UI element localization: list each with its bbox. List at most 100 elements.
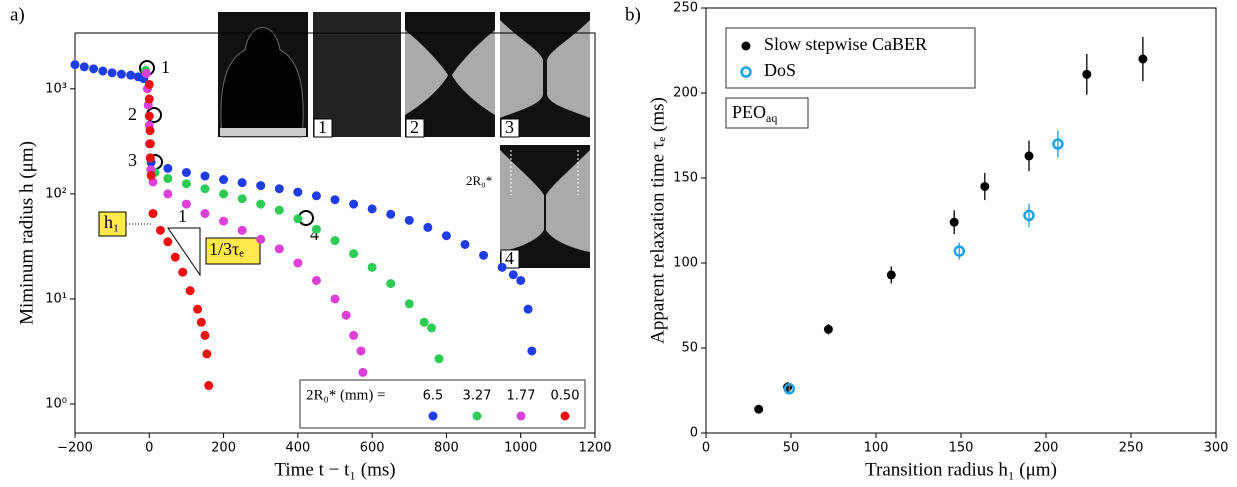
data-point — [293, 258, 303, 268]
data-point — [107, 68, 117, 78]
y-tick-label: 0 — [690, 426, 698, 441]
data-point — [145, 153, 155, 163]
data-point — [155, 225, 165, 235]
inset-shape — [220, 27, 304, 138]
inset-label: 4 — [505, 248, 514, 268]
data-point — [144, 79, 154, 89]
data-point — [949, 217, 959, 227]
data-point — [144, 111, 154, 121]
legend-marker — [428, 411, 438, 421]
data-point — [193, 304, 203, 314]
data-point — [419, 317, 429, 327]
plot-frame — [74, 32, 596, 434]
x-tick-label: 400 — [285, 441, 310, 456]
data-point — [1023, 209, 1035, 222]
data-point — [178, 267, 188, 277]
data-point — [1138, 54, 1148, 64]
data-point — [980, 182, 990, 191]
inset-shape — [500, 145, 590, 268]
point-label: 4 — [310, 224, 319, 244]
data-point — [196, 317, 206, 327]
legend-label: 3.27 — [463, 389, 492, 404]
h-label: h₁ — [104, 212, 119, 232]
data-point — [89, 64, 99, 74]
data-point — [953, 245, 966, 257]
legend-marker — [560, 411, 570, 421]
y-tick-label: 10³ — [45, 81, 67, 96]
x-tick-label: 1200 — [578, 441, 611, 456]
data-point — [98, 66, 108, 76]
inset-label-box — [405, 118, 425, 138]
data-point — [783, 383, 796, 395]
data-point — [219, 175, 229, 185]
data-point — [148, 209, 158, 219]
data-point — [404, 299, 414, 309]
data-point — [293, 187, 303, 197]
data-point — [237, 225, 247, 235]
data-point — [274, 205, 284, 215]
slope-run: 1 — [178, 206, 187, 226]
data-point — [1052, 138, 1064, 150]
legend-label: Slow stepwise CaBER — [764, 34, 927, 54]
x-tick-label: 0 — [702, 441, 710, 456]
x-tick-label: 250 — [1119, 441, 1144, 456]
data-point — [460, 239, 470, 249]
data-point — [141, 68, 151, 78]
legend-marker — [741, 41, 751, 51]
data-point — [523, 304, 533, 314]
data-point — [200, 184, 210, 194]
annotations: 1 2 3 4 h₁ 1 1/3τₑ — [98, 57, 319, 277]
legend-box — [725, 27, 976, 89]
data-point — [163, 163, 173, 173]
data-point — [256, 234, 266, 244]
data-point — [527, 346, 537, 356]
inset-label-box — [500, 118, 520, 138]
slope-triangle — [167, 227, 201, 277]
data-point — [200, 330, 210, 340]
data-point — [200, 209, 210, 219]
data-point — [386, 209, 396, 219]
x-tick-label: 150 — [949, 441, 974, 456]
inset-width-label: 2R₀* — [466, 173, 492, 188]
legend-marker — [740, 66, 752, 78]
y-tick-label: 10⁰ — [45, 397, 67, 412]
x-tick-label: 0 — [145, 441, 153, 456]
y-tick-label: 100 — [673, 256, 698, 271]
data-point — [508, 270, 518, 280]
data-point — [330, 236, 340, 246]
x-axis-label: Transition radius h₁ (μm) — [865, 459, 1057, 480]
inset-label: 3 — [505, 117, 514, 137]
data-point — [185, 286, 195, 296]
x-tick-label: 200 — [211, 441, 236, 456]
data-point — [311, 275, 321, 285]
legend-marker — [516, 411, 526, 421]
data-point — [441, 231, 451, 241]
data-point — [170, 252, 180, 262]
data-point — [330, 294, 340, 304]
slope-label-box — [205, 237, 261, 265]
data-point — [219, 189, 229, 199]
data-point — [256, 181, 266, 191]
data-point — [330, 195, 340, 205]
legend-label: 1.77 — [507, 389, 536, 404]
data-point — [497, 262, 507, 272]
plot-frame — [705, 7, 1217, 434]
data-point — [163, 174, 173, 184]
legend-label: 0.50 — [551, 389, 580, 404]
note-text: PEO — [732, 102, 766, 122]
data-point — [349, 249, 359, 259]
data-point — [146, 170, 156, 180]
legend-label: DoS — [764, 60, 796, 80]
inset-label-box — [500, 249, 520, 269]
y-tick-label: 250 — [673, 1, 698, 16]
slope-label: 1/3τₑ — [209, 239, 244, 259]
data-point — [1082, 69, 1092, 79]
data-point — [358, 367, 368, 377]
legend-box — [299, 379, 586, 429]
data-point — [79, 62, 89, 72]
data-point — [256, 199, 266, 209]
data-point — [274, 244, 284, 254]
data-point — [126, 70, 136, 80]
panel-label: a) — [10, 4, 25, 25]
data-point — [404, 215, 414, 225]
